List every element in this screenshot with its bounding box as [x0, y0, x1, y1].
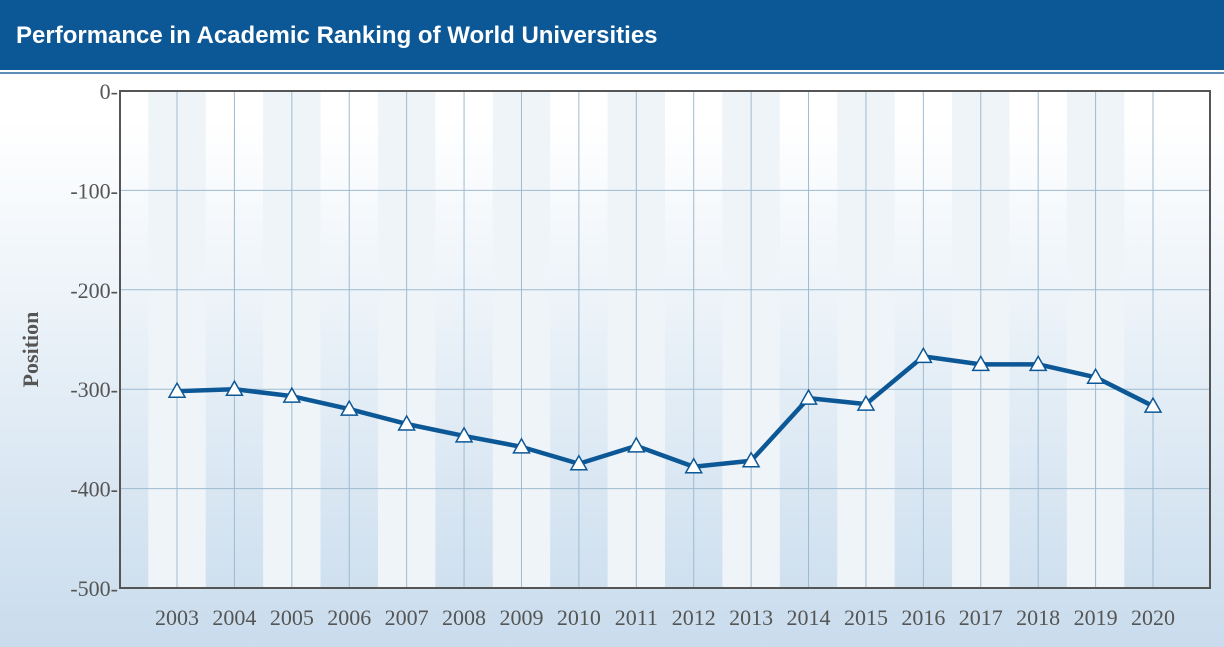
y-tick-label: -300-	[70, 377, 118, 402]
x-tick-label: 2014	[787, 605, 831, 630]
y-tick-label: -100-	[70, 178, 118, 203]
x-tick-label: 2010	[557, 605, 601, 630]
x-tick-label: 2016	[901, 605, 945, 630]
x-tick-label: 2009	[499, 605, 543, 630]
data-point-marker	[741, 451, 761, 468]
x-axis-ticks: 2003 2004 2005 2006 2007 2008 2009 2010 2011 2012…	[155, 605, 1175, 630]
x-tick-label: 2005	[270, 605, 314, 630]
plot-frame	[119, 90, 1211, 589]
x-tick-label: 2020	[1131, 605, 1175, 630]
x-tick-label: 2011	[615, 605, 658, 630]
y-axis-label: Position	[18, 312, 43, 388]
data-point-marker	[627, 436, 646, 453]
data-point-marker	[684, 457, 703, 474]
x-tick-label: 2006	[327, 605, 371, 630]
y-tick-label: -400-	[70, 477, 118, 502]
x-tick-label: 2015	[844, 605, 888, 630]
data-point-marker	[167, 381, 187, 398]
data-point-marker	[856, 394, 876, 411]
y-axis-ticks: 0- -100- -200- -300- -400- -500-	[70, 79, 118, 601]
series-line	[174, 354, 1156, 469]
data-point-marker	[454, 426, 474, 443]
x-tick-label: 2013	[729, 605, 773, 630]
data-point-marker	[1143, 396, 1163, 413]
data-point-marker	[1028, 354, 1048, 372]
data-point-marker	[569, 454, 589, 471]
x-tick-label: 2004	[212, 605, 256, 630]
data-point-marker	[971, 354, 991, 372]
x-tick-label: 2003	[155, 605, 199, 630]
y-tick-label: -200-	[70, 278, 118, 303]
panel-title: Performance in Academic Ranking of World…	[16, 22, 658, 49]
x-tick-label: 2019	[1074, 605, 1118, 630]
x-tick-label: 2017	[959, 605, 1003, 630]
data-point-marker	[1086, 367, 1105, 385]
x-tick-label: 2012	[672, 605, 716, 630]
x-tick-label: 2008	[442, 605, 486, 630]
y-tick-label: -500-	[70, 576, 118, 601]
x-tick-label: 2007	[385, 605, 429, 630]
x-tick-label: 2018	[1016, 605, 1060, 630]
y-tick-label: 0-	[100, 79, 118, 104]
data-point-marker	[512, 437, 531, 454]
data-point-marker	[225, 379, 244, 396]
data-point-marker	[282, 386, 302, 403]
series-group	[167, 346, 1163, 474]
data-point-marker	[799, 388, 818, 405]
data-point-marker	[397, 414, 416, 431]
panel-header: Performance in Academic Ranking of World…	[0, 0, 1224, 72]
data-point-marker	[339, 399, 359, 416]
data-point-marker	[914, 346, 933, 364]
